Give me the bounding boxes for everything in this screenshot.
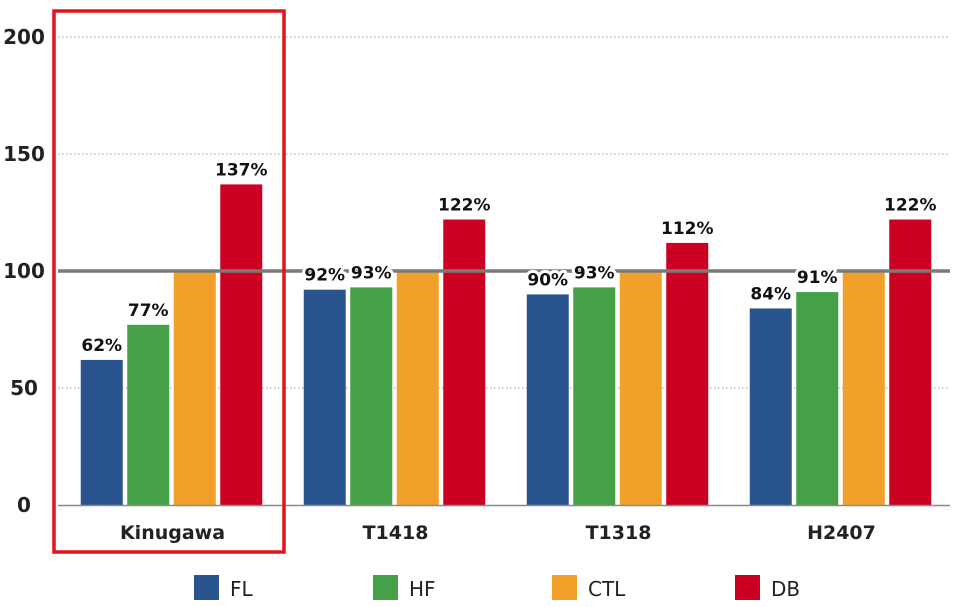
legend-label-ctl: CTL: [588, 577, 626, 601]
bar-db-kinugawa: [220, 184, 263, 506]
data-labels: 62% 77% 137% 92% 93% 122% 90% 93% 112% 84% 91% 122%: [78, 157, 939, 359]
highlight-box-kinugawa: [52, 9, 286, 554]
data-label-hf-h2407: 91%: [797, 268, 838, 288]
y-tick-label: 200: [3, 25, 45, 49]
data-label-fl-t1418: 92%: [304, 266, 345, 286]
x-axis-category-labels: Kinugawa T1418 T1318 H2407: [120, 522, 876, 544]
x-category-label: Kinugawa: [120, 522, 225, 544]
bar-ctl-kinugawa: [173, 271, 216, 505]
bar-hf-h2407: [796, 292, 839, 505]
bar-ctl-t1318: [619, 271, 662, 505]
data-label-hf-t1318: 93%: [574, 263, 615, 283]
legend: FL HF CTL DB: [194, 575, 800, 601]
legend-swatch-db: [735, 575, 760, 600]
bar-fl-t1318: [526, 294, 569, 505]
bar-db-t1318: [666, 242, 709, 506]
data-label-db-kinugawa: 137%: [215, 160, 268, 180]
bar-ctl-t1418: [396, 271, 439, 505]
bar-hf-kinugawa: [127, 324, 170, 505]
x-category-label: H2407: [807, 522, 876, 544]
data-label-hf-t1418: 93%: [351, 263, 392, 283]
bar-fl-kinugawa: [80, 359, 123, 505]
bar-fl-h2407: [749, 308, 792, 505]
data-label-fl-t1318: 90%: [527, 270, 568, 290]
bar-db-t1418: [443, 219, 486, 505]
bar-hf-t1418: [350, 287, 393, 505]
legend-swatch-hf: [373, 575, 398, 600]
data-label-fl-kinugawa: 62%: [81, 336, 122, 356]
y-tick-label: 100: [3, 259, 45, 283]
x-category-label: T1418: [363, 522, 429, 544]
bars: [80, 184, 932, 506]
data-label-db-h2407: 122%: [884, 196, 937, 216]
data-label-fl-h2407: 84%: [750, 284, 791, 304]
data-label-hf-kinugawa: 77%: [128, 301, 169, 321]
bar-hf-t1318: [573, 287, 616, 505]
y-axis-tick-labels: 0 50 100 150 200: [3, 25, 45, 517]
legend-swatch-ctl: [552, 575, 577, 600]
legend-label-fl: FL: [230, 577, 254, 601]
data-label-db-t1418: 122%: [438, 196, 491, 216]
data-label-db-t1318: 112%: [661, 219, 714, 239]
y-tick-label: 0: [17, 493, 31, 517]
legend-label-db: DB: [771, 577, 800, 601]
legend-swatch-fl: [194, 575, 219, 600]
y-tick-label: 150: [3, 142, 45, 166]
legend-label-hf: HF: [409, 577, 436, 601]
bar-fl-t1418: [303, 289, 346, 505]
bar-db-h2407: [889, 219, 932, 505]
x-category-label: T1318: [586, 522, 652, 544]
y-tick-label: 50: [10, 376, 38, 400]
bar-ctl-h2407: [842, 271, 885, 505]
